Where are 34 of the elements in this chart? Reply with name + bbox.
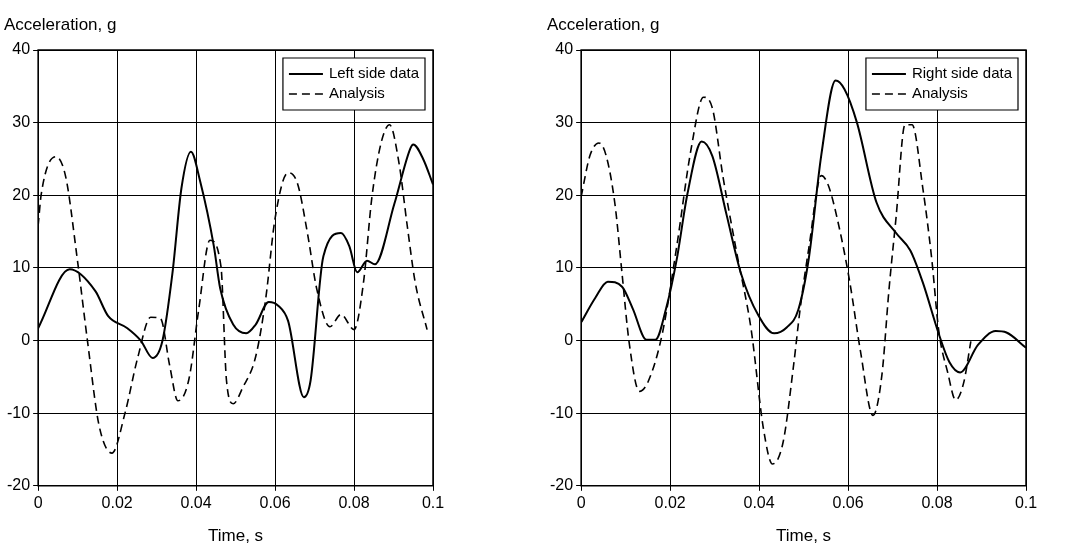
x-tick-label: 0.1	[1014, 493, 1038, 511]
y-tick-label: -20	[550, 476, 574, 494]
x-tick-label: 0.1	[421, 493, 445, 511]
y-tick-label: -10	[7, 403, 31, 421]
x-tick-label: 0.06	[832, 493, 864, 511]
x-tick-label: 0.02	[101, 493, 133, 511]
x-tick-label: 0.08	[921, 493, 953, 511]
y-axis-title: Acceleration, g	[4, 15, 117, 35]
x-tick-label: 0.08	[338, 493, 370, 511]
x-tick-label: 0	[576, 493, 586, 511]
y-tick-label: 40	[555, 40, 574, 58]
x-tick-label: 0.06	[259, 493, 291, 511]
legend-label: Analysis	[328, 84, 385, 102]
y-tick-label: 0	[21, 330, 31, 348]
y-tick-label: 10	[12, 258, 31, 276]
y-tick-label: 10	[555, 258, 574, 276]
y-tick-label: 30	[555, 113, 574, 131]
y-tick-label: -10	[550, 403, 574, 421]
y-tick-label: 20	[555, 185, 574, 203]
x-tick-label: 0.02	[654, 493, 686, 511]
x-tick-label: 0.04	[743, 493, 775, 511]
y-axis-title: Acceleration, g	[547, 15, 660, 35]
x-axis-title: Time, s	[776, 525, 832, 545]
y-tick-label: 20	[12, 185, 31, 203]
legend-label: Analysis	[911, 84, 968, 102]
x-tick-label: 0	[33, 493, 43, 511]
y-tick-label: 0	[564, 330, 574, 348]
x-tick-label: 0.04	[180, 493, 212, 511]
x-axis-title: Time, s	[208, 525, 264, 545]
y-tick-label: -20	[7, 476, 31, 494]
legend-label: Left side data	[328, 64, 420, 82]
legend-label: Right side data	[911, 64, 1013, 82]
y-tick-label: 40	[12, 40, 31, 58]
y-tick-label: 30	[12, 113, 31, 131]
